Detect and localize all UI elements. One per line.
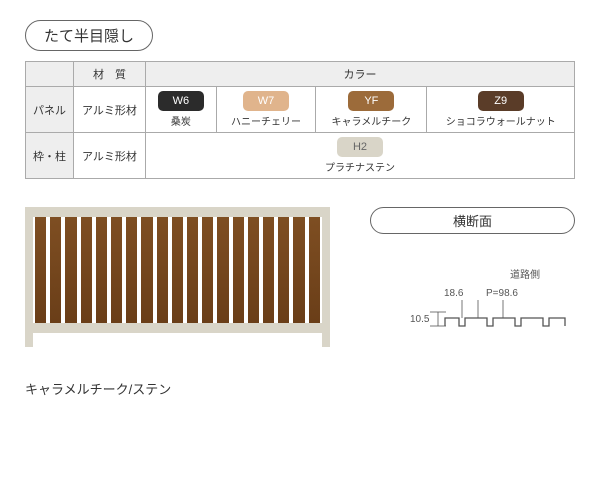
- fence-slats: [35, 217, 320, 323]
- color-chip: YF: [348, 91, 394, 111]
- fence-preview: キャラメルチーク/ステン: [25, 207, 350, 398]
- row-panel: パネル: [26, 87, 74, 133]
- color-chip: Z9: [478, 91, 524, 111]
- color-chip: W6: [158, 91, 204, 111]
- fence-slat: [202, 217, 213, 323]
- fence-slat: [35, 217, 46, 323]
- dim-p: P=98.6: [486, 288, 518, 299]
- fence-post-right: [322, 209, 330, 347]
- fence-slat: [96, 217, 107, 323]
- frame-material: アルミ形材: [74, 133, 146, 179]
- dim-a: 18.6: [444, 288, 464, 299]
- fence-slat: [248, 217, 259, 323]
- frame-chip: H2: [337, 137, 383, 157]
- fence-top-rail: [25, 207, 330, 217]
- frame-color-cell: H2 プラチナステン: [146, 133, 575, 179]
- color-chip-label: 桑炭: [152, 113, 210, 128]
- fence-slat: [233, 217, 244, 323]
- fence-bottom-rail: [25, 323, 330, 333]
- th-color: カラー: [146, 62, 575, 87]
- dim-h: 10.5: [410, 314, 430, 325]
- color-chip-label: ショコラウォールナット: [433, 113, 568, 128]
- cross-title: 横断面: [370, 207, 575, 234]
- panel-color-cell: Z9 ショコラウォールナット: [427, 87, 575, 133]
- panel-material: アルミ形材: [74, 87, 146, 133]
- fence-slat: [217, 217, 228, 323]
- fence-slat: [172, 217, 183, 323]
- fence-slat: [187, 217, 198, 323]
- fence-slat: [263, 217, 274, 323]
- road-side-label: 道路側: [510, 268, 540, 281]
- fence-slat: [126, 217, 137, 323]
- color-chip-label: ハニーチェリー: [223, 113, 310, 128]
- color-chip-label: キャラメルチーク: [322, 113, 420, 128]
- fence-caption: キャラメルチーク/ステン: [25, 379, 350, 398]
- spec-table: 材 質 カラー パネル アルミ形材 W6 桑炭 W7 ハニーチェリー YF キャラメルチー…: [25, 61, 575, 179]
- cross-diagram: 道路側 18.6 P=98.6 10.5: [370, 260, 575, 370]
- fence: [25, 207, 330, 347]
- fence-slat: [65, 217, 76, 323]
- fence-slat: [309, 217, 320, 323]
- fence-slat: [141, 217, 152, 323]
- fence-slat: [111, 217, 122, 323]
- th-material: 材 質: [74, 62, 146, 87]
- panel-color-cell: W6 桑炭: [146, 87, 217, 133]
- row-frame: 枠・柱: [26, 133, 74, 179]
- fence-slat: [157, 217, 168, 323]
- panel-color-cell: YF キャラメルチーク: [316, 87, 427, 133]
- frame-chip-label: プラチナステン: [152, 159, 568, 174]
- th-blank: [26, 62, 74, 87]
- panel-color-cell: W7 ハニーチェリー: [216, 87, 316, 133]
- fence-post-left: [25, 209, 33, 347]
- fence-slat: [50, 217, 61, 323]
- cross-section: 横断面 道路側 18.6 P=98.6 10.5: [370, 207, 575, 370]
- fence-slat: [293, 217, 304, 323]
- page-title: たて半目隠し: [25, 20, 153, 51]
- color-chip: W7: [243, 91, 289, 111]
- fence-slat: [81, 217, 92, 323]
- fence-slat: [278, 217, 289, 323]
